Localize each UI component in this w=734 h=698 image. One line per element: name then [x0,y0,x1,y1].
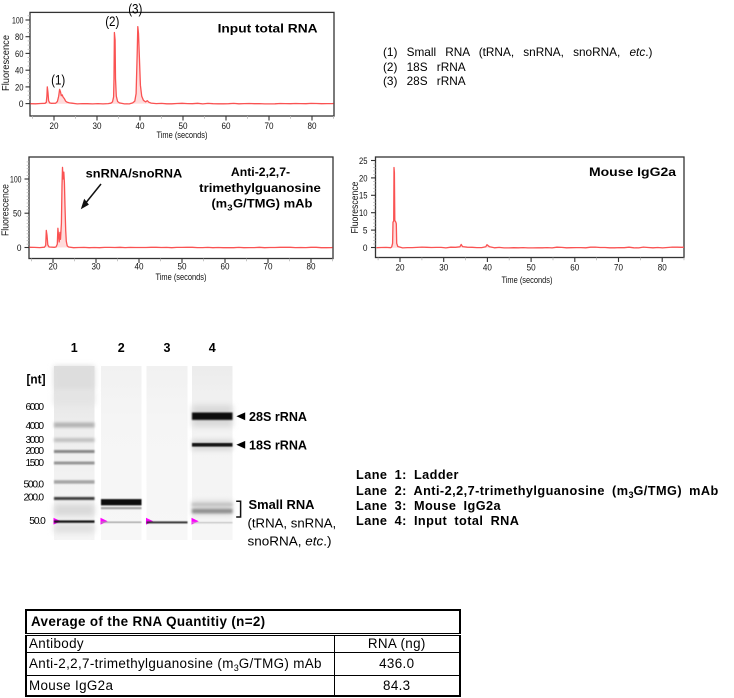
svg-text:18S rRNA: 18S rRNA [249,438,307,452]
svg-text:(1): (1) [51,71,65,87]
svg-text:20: 20 [49,261,58,271]
svg-text:15: 15 [359,191,368,201]
svg-text:Time (seconds): Time (seconds) [502,275,553,286]
svg-text:40: 40 [136,121,145,131]
svg-text:0: 0 [19,99,24,109]
svg-text:20: 20 [396,263,405,273]
svg-text:5: 5 [363,226,368,236]
svg-text:20: 20 [359,173,368,183]
svg-text:80: 80 [15,32,24,42]
svg-text:2: 2 [118,341,125,355]
svg-text:(3): (3) [128,0,142,16]
svg-text:Mouse IgG2a: Mouse IgG2a [589,165,676,179]
svg-text:70: 70 [265,121,274,131]
svg-text:20: 20 [15,82,24,92]
svg-text:70: 70 [264,261,273,271]
svg-text:40: 40 [15,66,24,76]
svg-text:50: 50 [527,263,536,273]
svg-text:60: 60 [221,261,230,271]
svg-text:80: 80 [308,121,317,131]
svg-text:Small RNA: Small RNA [249,498,315,512]
svg-text:trimethylguanosine: trimethylguanosine [199,181,321,195]
svg-text:70: 70 [614,263,623,273]
svg-text:3000: 3000 [26,435,45,446]
svg-text:30: 30 [439,263,448,273]
svg-text:Time (seconds): Time (seconds) [157,130,208,141]
svg-text:28S rRNA: 28S rRNA [249,410,307,424]
svg-text:50.0: 50.0 [29,516,46,527]
svg-text:G/TMG) mAb: G/TMG) mAb [233,197,313,211]
svg-text:[nt]: [nt] [27,373,46,387]
svg-text:200.0: 200.0 [24,492,45,503]
svg-text:50: 50 [178,261,187,271]
svg-text:50: 50 [179,121,188,131]
svg-text:snRNA/snoRNA: snRNA/snoRNA [86,166,183,180]
svg-text:0: 0 [363,243,368,253]
svg-text:3: 3 [227,202,233,212]
svg-text:40: 40 [135,261,144,271]
svg-text:80: 80 [307,261,316,271]
svg-text:60: 60 [15,49,24,59]
svg-text:80: 80 [658,263,667,273]
svg-text:Time (seconds): Time (seconds) [156,272,207,283]
svg-text:Input total RNA: Input total RNA [218,21,318,35]
svg-text:(m: (m [212,197,228,211]
svg-text:6000: 6000 [26,402,45,413]
svg-text:500.0: 500.0 [24,480,45,491]
svg-text:snoRNA, etc.): snoRNA, etc.) [248,534,332,549]
svg-text:3: 3 [164,341,171,355]
svg-text:(tRNA, snRNA,: (tRNA, snRNA, [248,516,337,531]
svg-text:1: 1 [71,341,78,355]
svg-text:Fluorescence: Fluorescence [1,184,12,236]
svg-text:(2): (2) [105,13,119,29]
svg-text:1500: 1500 [26,458,45,469]
svg-text:60: 60 [570,263,579,273]
svg-text:4000: 4000 [26,421,45,432]
svg-text:Anti-2,2,7-: Anti-2,2,7- [231,165,290,179]
svg-text:60: 60 [222,121,231,131]
svg-text:Fluorescence: Fluorescence [1,34,12,91]
svg-text:50: 50 [13,209,22,219]
svg-text:10: 10 [359,208,368,218]
svg-text:2000: 2000 [26,446,45,457]
svg-text:30: 30 [92,261,101,271]
svg-text:25: 25 [359,156,368,166]
svg-text:4: 4 [209,341,216,355]
svg-text:0: 0 [17,243,22,253]
svg-text:100: 100 [12,15,24,25]
svg-text:Fluorescence: Fluorescence [350,181,361,233]
svg-text:30: 30 [93,121,102,131]
svg-text:20: 20 [50,121,59,131]
svg-text:100: 100 [10,174,22,184]
svg-text:40: 40 [483,263,492,273]
